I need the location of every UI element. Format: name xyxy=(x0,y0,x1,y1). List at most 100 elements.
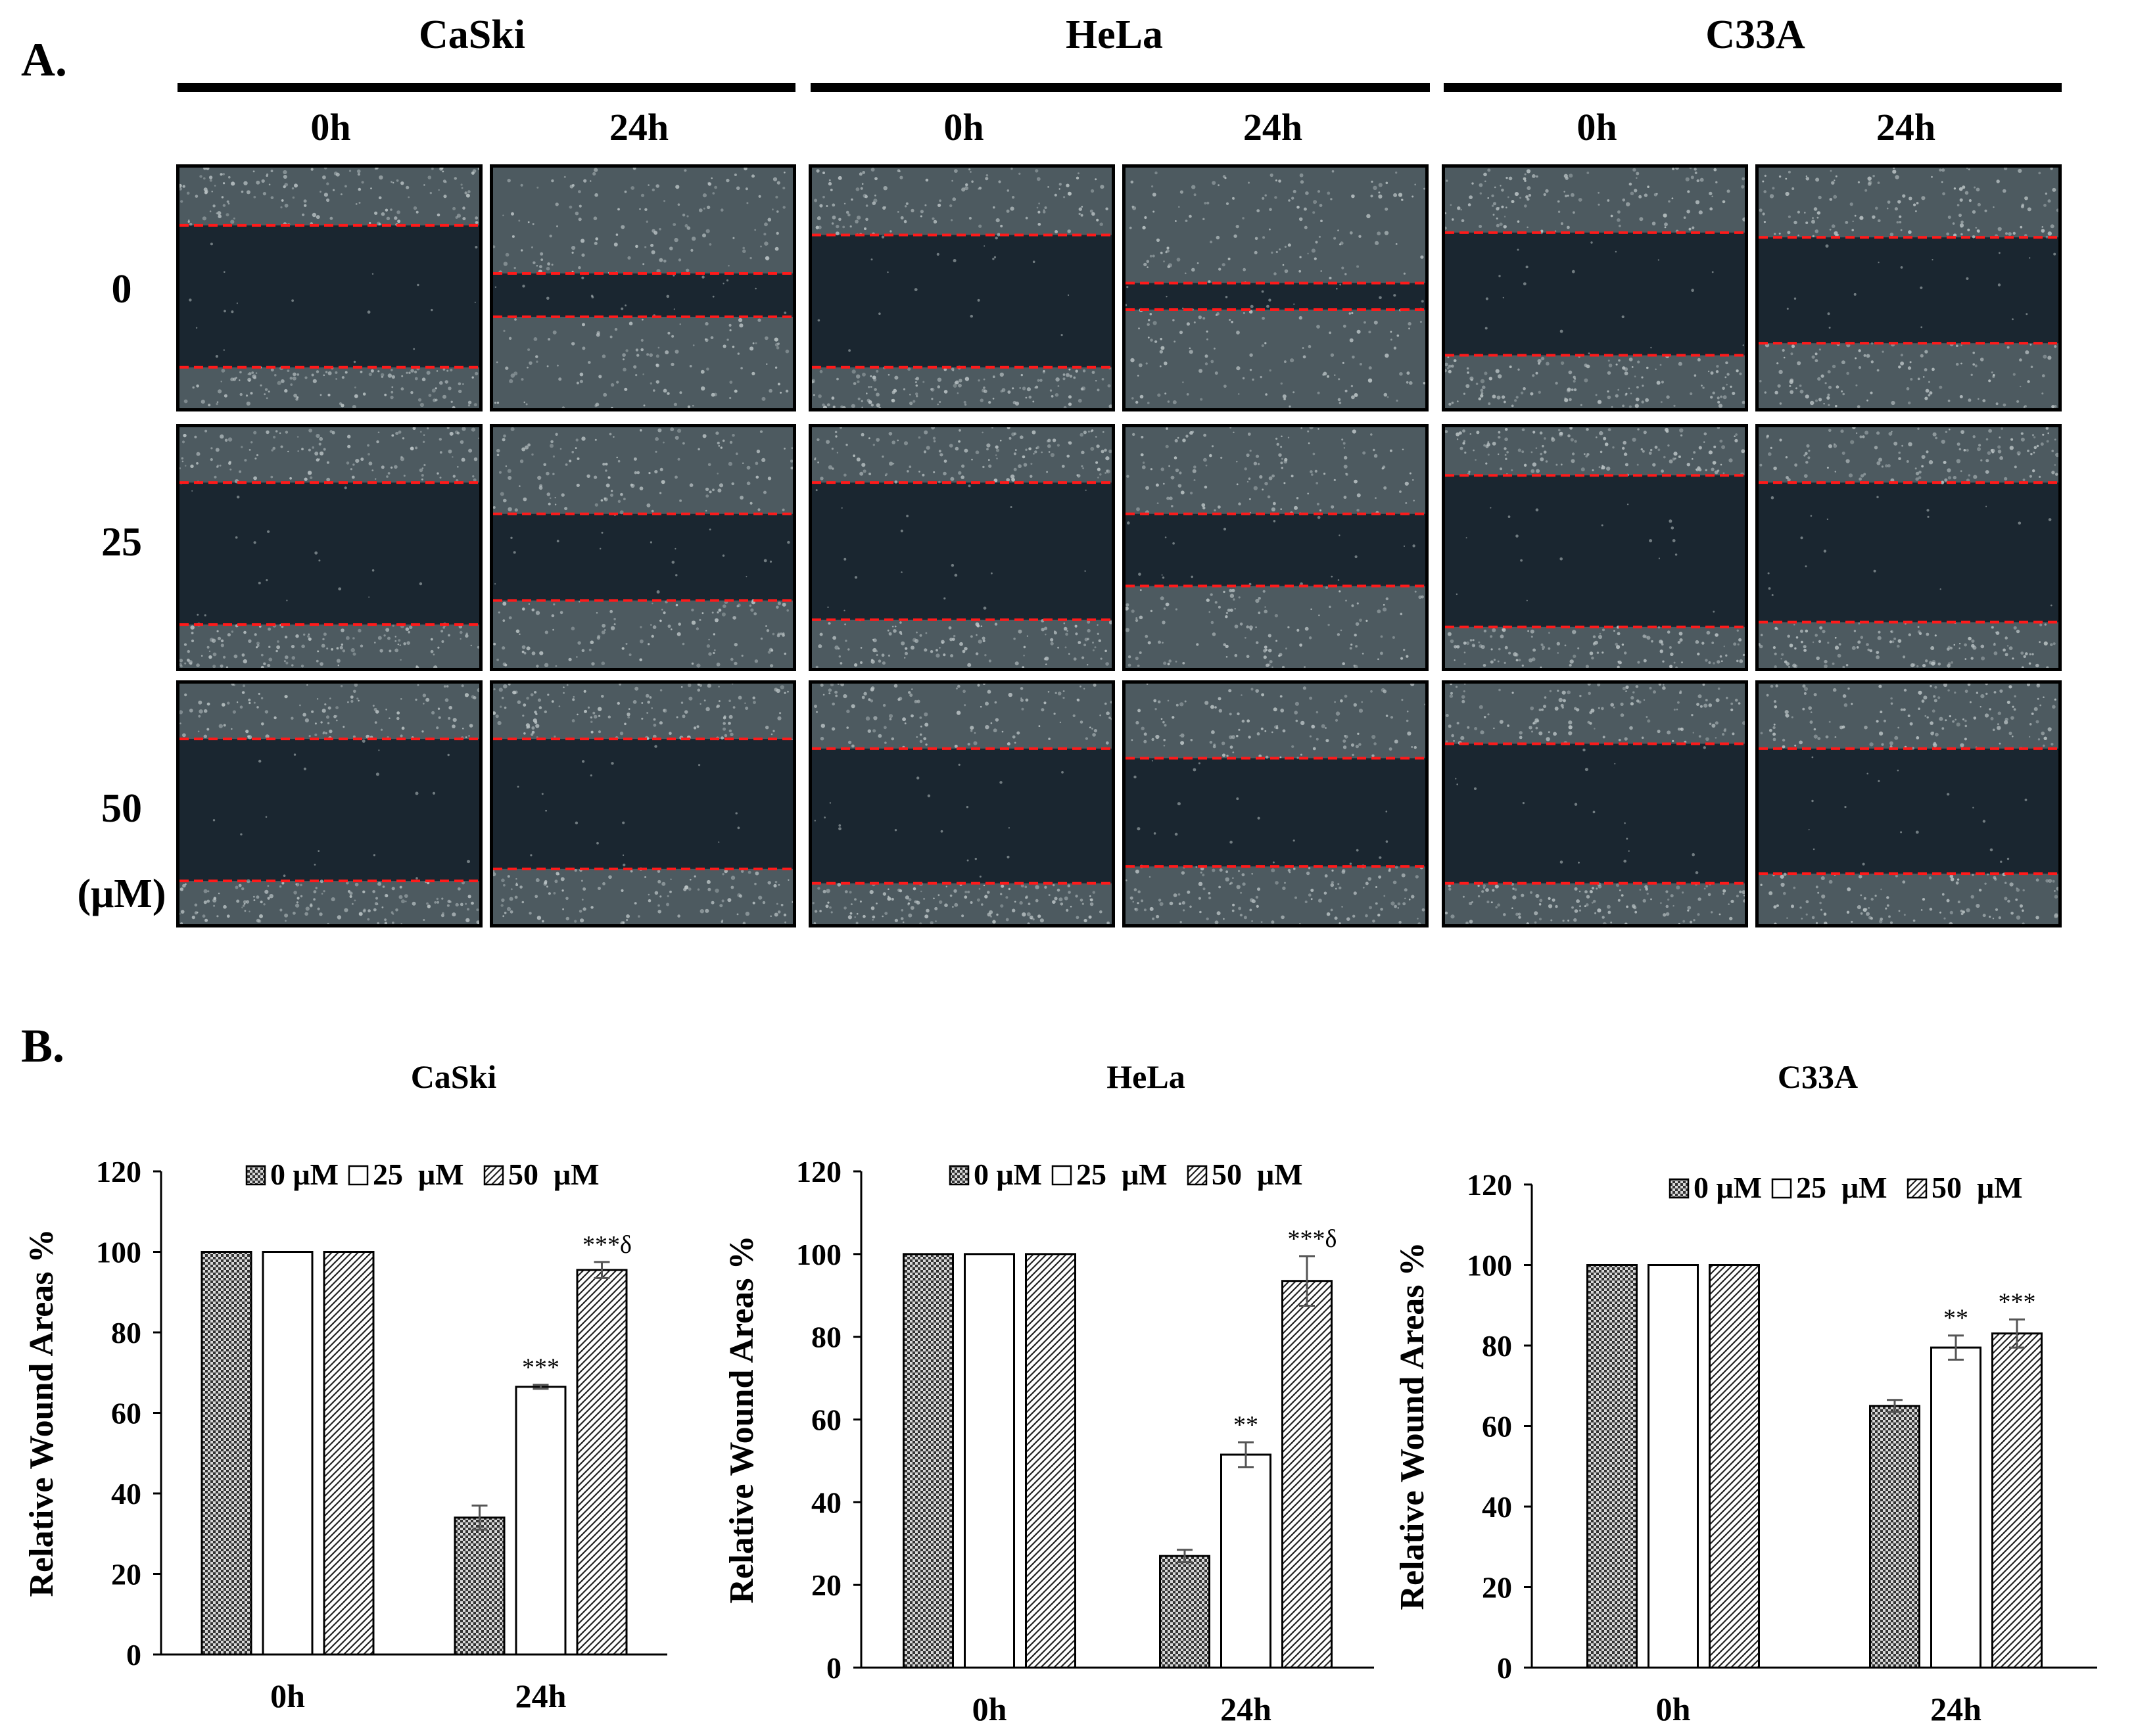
cell-speckles xyxy=(1445,427,1745,668)
cell-layer-top xyxy=(179,427,479,483)
y-tick-label: 60 xyxy=(811,1403,842,1437)
cell-layer-bottom xyxy=(493,600,793,668)
cell-speckles xyxy=(493,168,790,408)
x-tick-label: 0h xyxy=(1656,1691,1691,1727)
cell-layer-bottom xyxy=(1759,622,2058,668)
y-tick-label: 100 xyxy=(96,1236,141,1269)
cell-layer-bottom xyxy=(1445,626,1745,668)
hela-24h-label: 24h xyxy=(1243,106,1303,149)
legend-label: 25 μM xyxy=(1076,1158,1168,1191)
cell-layer-top xyxy=(1759,168,2058,238)
cell-speckles xyxy=(1759,168,2058,408)
cell-layer-top xyxy=(493,684,793,739)
cell-layer-top xyxy=(493,168,793,274)
bar-0h-25uM xyxy=(964,1253,1015,1669)
panel-a-label: A. xyxy=(21,34,67,86)
caski-24h-label: 24h xyxy=(609,106,669,149)
caski-0h-label: 0h xyxy=(310,106,351,149)
c33a-group-line xyxy=(1444,83,2062,92)
micrograph-hela-24h-dose-25 xyxy=(1122,424,1429,671)
micrograph-c33a-0h-dose-0 xyxy=(1442,164,1748,411)
significance-annotation: ***δ xyxy=(582,1231,632,1259)
legend-swatch xyxy=(949,1165,970,1186)
micrograph-hela-0h-dose-50 xyxy=(809,680,1115,927)
cell-layer-top xyxy=(1445,168,1745,233)
bar-0h-0uM xyxy=(201,1251,252,1656)
dose-0-label: 0 xyxy=(111,267,132,312)
dose-50-label: 50 xyxy=(101,786,142,831)
y-tick-label: 40 xyxy=(1482,1490,1512,1524)
chart-caski: CaSki Relative Wound Areas % 0 20 40 60 80 100 1… xyxy=(23,1058,667,1714)
cell-layer-bottom xyxy=(1759,874,2058,924)
cell-speckles xyxy=(493,684,793,924)
y-tick-label: 100 xyxy=(796,1238,842,1271)
bar-0h-0uM xyxy=(1586,1264,1638,1669)
micrograph-hela-24h-dose-50 xyxy=(1122,680,1429,927)
cell-speckles xyxy=(1126,170,1425,408)
cell-layer-bottom xyxy=(1759,343,2058,408)
y-tick-label: 20 xyxy=(811,1568,842,1602)
cell-layer-bottom xyxy=(1445,883,1745,924)
micrograph-caski-24h-dose-50 xyxy=(490,680,796,927)
micrograph-caski-24h-dose-0 xyxy=(490,164,796,411)
micrograph-c33a-24h-dose-50 xyxy=(1755,680,2062,927)
micrograph-caski-24h-dose-25 xyxy=(490,424,796,671)
micrograph-caski-0h-dose-50 xyxy=(176,680,483,927)
bar-24h-0uM xyxy=(1159,1555,1210,1669)
hela-group-line xyxy=(811,83,1430,92)
cell-speckles xyxy=(812,168,1112,408)
legend-swatch xyxy=(1907,1178,1928,1199)
cell-layer-top xyxy=(179,168,479,225)
significance-annotation: *** xyxy=(1999,1288,2036,1316)
legend-swatch xyxy=(245,1165,266,1186)
y-axis-label: Relative Wound Areas % xyxy=(1394,1242,1431,1610)
y-tick-label: 40 xyxy=(811,1486,842,1519)
y-tick-label: 120 xyxy=(96,1155,141,1188)
micrograph-hela-0h-dose-0 xyxy=(809,164,1115,411)
y-tick-label: 20 xyxy=(111,1558,141,1591)
micrograph-caski-0h-dose-25 xyxy=(176,424,483,671)
y-axis-label: Relative Wound Areas % xyxy=(23,1229,60,1597)
legend-swatch xyxy=(348,1165,369,1186)
cell-layer-top xyxy=(1126,168,1425,283)
y-tick-label: 40 xyxy=(111,1477,141,1511)
y-tick-label: 100 xyxy=(1467,1249,1512,1282)
bar-24h-0uM xyxy=(1869,1405,1920,1669)
x-tick-label: 24h xyxy=(1220,1691,1271,1727)
cell-speckles xyxy=(1445,684,1745,924)
panel-b-label: B. xyxy=(21,1020,65,1072)
bar-24h-50uM xyxy=(576,1269,628,1656)
y-tick-label: 0 xyxy=(826,1651,842,1685)
bar-24h-25uM xyxy=(1930,1346,1981,1669)
cell-layer-top xyxy=(1759,427,2058,483)
legend-label: 25 μM xyxy=(1796,1171,1887,1204)
significance-annotation: ***δ xyxy=(1288,1225,1337,1253)
micrograph-c33a-24h-dose-0 xyxy=(1755,164,2062,411)
y-tick-label: 120 xyxy=(796,1155,842,1188)
legend-swatch xyxy=(483,1165,504,1186)
significance-annotation: *** xyxy=(522,1354,559,1382)
hela-0h-label: 0h xyxy=(943,106,984,149)
caski-group-line xyxy=(178,83,795,92)
y-tick-label: 60 xyxy=(111,1397,141,1430)
bar-0h-50uM xyxy=(323,1251,375,1656)
chart-hela: HeLa Relative Wound Areas % 0 20 40 60 80 100 12… xyxy=(723,1058,1374,1727)
c33a-0h-label: 0h xyxy=(1577,106,1617,149)
cell-speckles xyxy=(179,684,479,924)
bar-0h-50uM xyxy=(1709,1264,1760,1669)
micrograph-c33a-0h-dose-25 xyxy=(1442,424,1748,671)
significance-annotation: ** xyxy=(1233,1411,1258,1439)
cell-speckles xyxy=(179,168,479,408)
cell-layer-bottom xyxy=(1126,586,1425,668)
bar-0h-50uM xyxy=(1025,1253,1076,1669)
legend-label: 0 μM xyxy=(1694,1171,1762,1204)
cell-layer-bottom xyxy=(493,868,793,924)
legend-label: 50 μM xyxy=(1932,1171,2023,1204)
bar-0h-25uM xyxy=(262,1251,314,1656)
dose-unit-label: (μM) xyxy=(77,872,166,916)
legend-swatch xyxy=(1051,1165,1072,1186)
y-axis-label: Relative Wound Areas % xyxy=(723,1235,761,1603)
legend-label: 25 μM xyxy=(373,1158,464,1191)
y-tick-label: 60 xyxy=(1482,1410,1512,1443)
significance-annotation: ** xyxy=(1943,1305,1968,1332)
